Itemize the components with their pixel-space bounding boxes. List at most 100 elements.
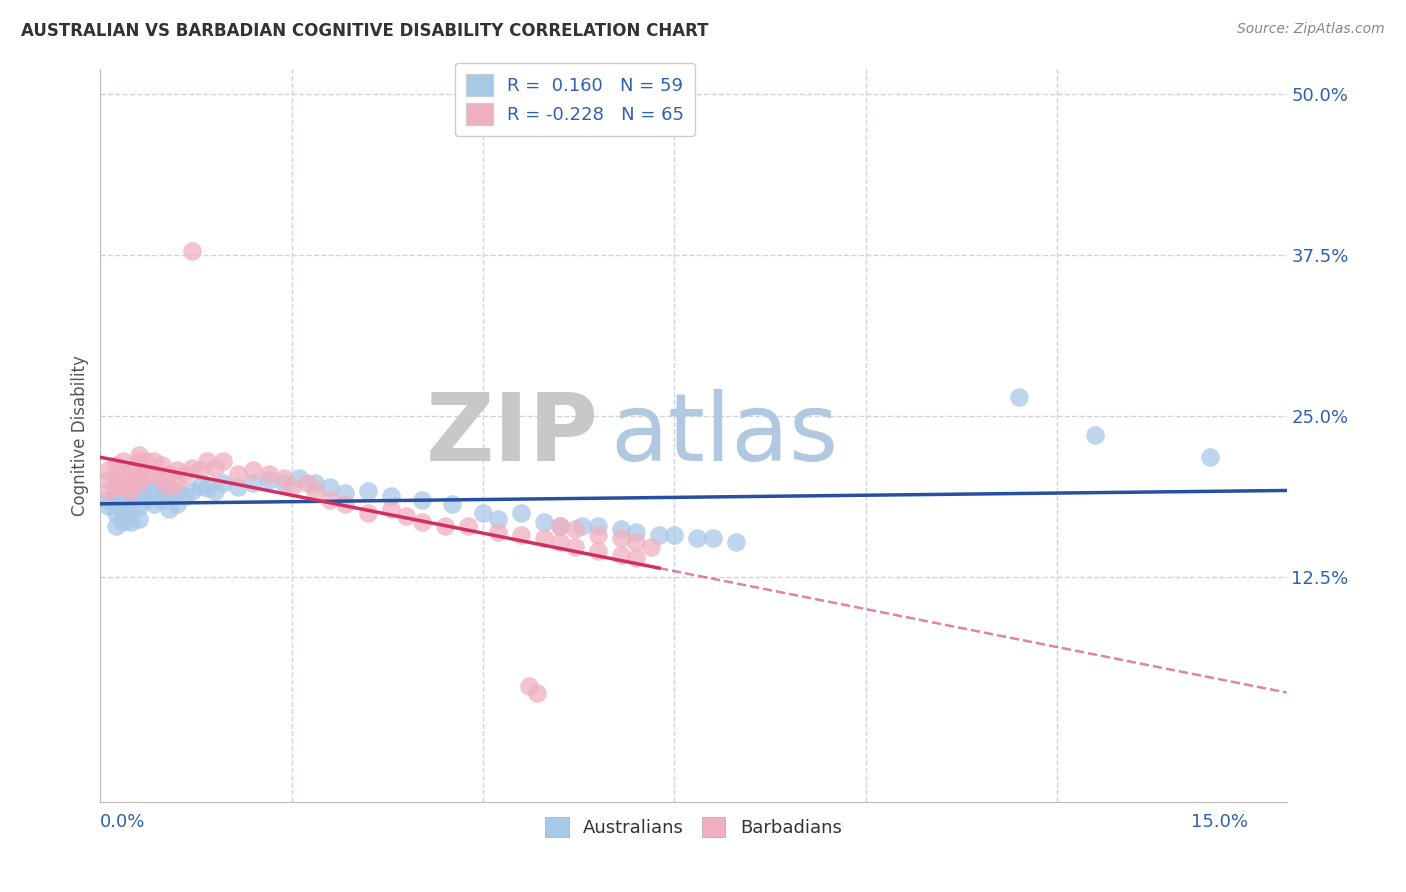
Point <box>1084 428 1107 442</box>
Point <box>150 480 173 494</box>
Point <box>104 474 127 488</box>
Text: 0.0%: 0.0% <box>100 813 146 830</box>
Point <box>586 518 609 533</box>
Point <box>157 501 180 516</box>
Point <box>120 463 142 477</box>
Point <box>104 458 127 472</box>
Point <box>204 460 226 475</box>
Point <box>128 512 150 526</box>
Text: AUSTRALIAN VS BARBADIAN COGNITIVE DISABILITY CORRELATION CHART: AUSTRALIAN VS BARBADIAN COGNITIVE DISABI… <box>21 22 709 40</box>
Point <box>564 522 586 536</box>
Point <box>150 474 173 488</box>
Point <box>135 480 157 494</box>
Point <box>112 476 135 491</box>
Legend: Australians, Barbadians: Australians, Barbadians <box>538 810 849 845</box>
Point <box>128 486 150 500</box>
Point <box>533 532 555 546</box>
Point <box>586 527 609 541</box>
Point <box>104 486 127 500</box>
Point <box>112 454 135 468</box>
Point <box>624 550 647 565</box>
Text: atlas: atlas <box>610 390 839 482</box>
Point <box>1008 390 1031 404</box>
Point <box>197 481 219 495</box>
Point <box>295 476 318 491</box>
Point <box>150 458 173 472</box>
Point <box>533 515 555 529</box>
Point <box>335 486 357 500</box>
Point <box>257 474 280 488</box>
Point <box>610 532 633 546</box>
Point <box>166 497 188 511</box>
Text: ZIP: ZIP <box>426 390 599 482</box>
Point <box>273 476 295 491</box>
Point <box>548 535 571 549</box>
Point <box>686 532 709 546</box>
Point <box>181 244 204 259</box>
Point <box>357 506 380 520</box>
Point <box>173 467 195 481</box>
Point <box>357 483 380 498</box>
Point <box>624 524 647 539</box>
Point <box>135 492 157 507</box>
Point <box>457 518 479 533</box>
Point <box>211 454 233 468</box>
Point <box>257 467 280 481</box>
Point <box>135 454 157 468</box>
Point <box>273 471 295 485</box>
Point <box>166 463 188 477</box>
Point <box>288 471 311 485</box>
Point <box>242 476 264 491</box>
Point <box>648 527 671 541</box>
Point <box>395 509 418 524</box>
Point <box>112 480 135 494</box>
Point <box>142 483 165 498</box>
Point <box>197 454 219 468</box>
Point <box>128 467 150 481</box>
Point <box>280 480 302 494</box>
Point <box>702 532 724 546</box>
Point <box>120 501 142 516</box>
Point <box>128 476 150 491</box>
Point <box>157 467 180 481</box>
Point <box>112 515 135 529</box>
Point <box>142 497 165 511</box>
Point <box>97 463 120 477</box>
Point <box>433 518 456 533</box>
Point <box>188 463 211 477</box>
Point <box>97 483 120 498</box>
Point <box>319 480 342 494</box>
Point <box>166 483 188 498</box>
Y-axis label: Cognitive Disability: Cognitive Disability <box>72 355 89 516</box>
Point <box>97 474 120 488</box>
Point <box>1199 450 1222 465</box>
Text: Source: ZipAtlas.com: Source: ZipAtlas.com <box>1237 22 1385 37</box>
Point <box>548 518 571 533</box>
Point <box>128 499 150 513</box>
Point <box>226 480 249 494</box>
Point <box>242 463 264 477</box>
Point <box>664 527 686 541</box>
Point <box>319 492 342 507</box>
Point <box>548 518 571 533</box>
Point <box>304 476 326 491</box>
Point <box>624 535 647 549</box>
Point <box>104 506 127 520</box>
Point <box>211 476 233 491</box>
Point <box>120 489 142 503</box>
Point <box>586 544 609 558</box>
Point <box>157 480 180 494</box>
Point <box>472 506 495 520</box>
Point <box>510 527 533 541</box>
Point <box>486 512 509 526</box>
Point <box>517 680 540 694</box>
Point <box>166 476 188 491</box>
Point <box>610 548 633 562</box>
Point <box>411 492 433 507</box>
Point <box>128 454 150 468</box>
Point <box>380 501 402 516</box>
Point <box>97 492 120 507</box>
Point <box>564 541 586 555</box>
Point <box>112 492 135 507</box>
Point <box>724 535 747 549</box>
